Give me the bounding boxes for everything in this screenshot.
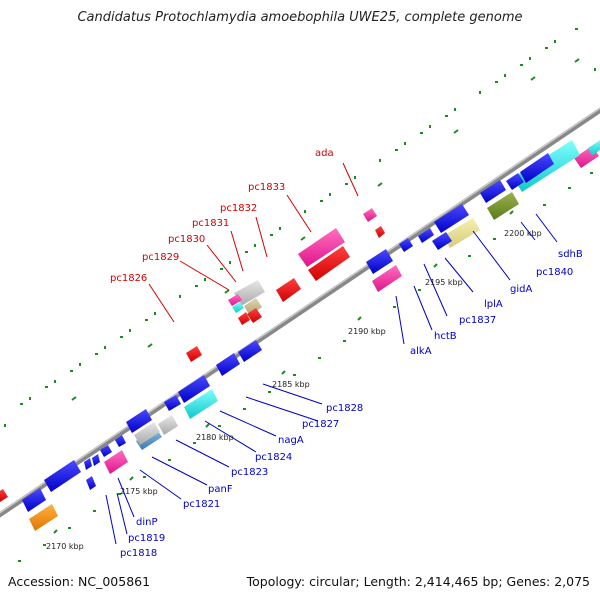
- gene-pc1836: [434, 204, 469, 233]
- gene-pc1837: [432, 232, 452, 250]
- gene-hctB-b: [399, 238, 413, 252]
- gene-label-pc1827: pc1827: [302, 419, 339, 430]
- gene-label-pc1819: pc1819: [128, 533, 165, 544]
- inner-tick-marks: [53, 210, 514, 534]
- gene-pc1831: [234, 280, 265, 306]
- gene-alkA-b: [366, 249, 393, 274]
- gene-label-dinP: dinP: [136, 517, 158, 528]
- gene-dinP: [104, 450, 128, 474]
- gene-nagA: [184, 389, 218, 419]
- forward-leaders: [148, 162, 359, 323]
- gene-sdhB-b: [588, 140, 600, 156]
- tick-label-2170: 2170 kbp: [46, 542, 84, 551]
- gene-label-ada: ada: [315, 148, 334, 159]
- scale-labels: 2170 kbp 2175 kbp 2180 kbp 2185 kbp 2190…: [46, 229, 542, 551]
- gene-pc1826: [186, 346, 202, 362]
- gene-pc1833: [298, 228, 345, 267]
- gene-pc1834: [375, 226, 385, 238]
- gene-orange: [29, 504, 58, 531]
- accession-text: Accession: NC_005861: [8, 574, 151, 589]
- forward-gene-labels: ada pc1833 pc1832 pc1831 pc1830 pc1829 p…: [110, 148, 334, 284]
- gene-dinP-b: [100, 445, 112, 457]
- outer-dot-ring: [4, 28, 596, 427]
- gene-label-pc1833: pc1833: [248, 182, 285, 193]
- gene-label-sdhB: sdhB: [558, 249, 583, 260]
- gene-panF: [126, 409, 152, 433]
- gene-label-hctB: hctB: [434, 331, 457, 342]
- gene-label-alkA: alkA: [410, 346, 432, 357]
- gene-label-pc1818: pc1818: [120, 548, 157, 559]
- gene-hctB: [418, 228, 434, 243]
- gene-label-pc1824: pc1824: [255, 452, 292, 463]
- tick-label-2175: 2175 kbp: [120, 487, 158, 496]
- reverse-strand-genes: [22, 140, 600, 531]
- gene-pc1827: [178, 375, 210, 403]
- tick-label-2190: 2190 kbp: [348, 327, 386, 336]
- gene-pc1823: [158, 415, 178, 435]
- gene-gidA: [487, 192, 519, 220]
- gene-pc1821: [134, 422, 160, 445]
- gene-label-pc1828: pc1828: [326, 403, 363, 414]
- tick-label-2195: 2195 kbp: [425, 278, 463, 287]
- gene-label-nagA: nagA: [278, 435, 304, 446]
- gene-lplA: [443, 218, 480, 248]
- gene-pc1828: [238, 340, 262, 362]
- gene-pc1819-b: [92, 454, 100, 466]
- gene-ada: [363, 208, 377, 222]
- genome-backbone: [0, 107, 600, 518]
- gene-label-pc1830: pc1830: [168, 234, 205, 245]
- gene-label-pc1829: pc1829: [142, 252, 179, 263]
- gene-label-pc1840: pc1840: [536, 267, 573, 278]
- gene-label-pc1823: pc1823: [231, 467, 268, 478]
- forward-strand-genes: [0, 208, 385, 502]
- gene-alkA: [372, 265, 402, 292]
- gene-label-pc1826: pc1826: [110, 273, 147, 284]
- gene-pc1839: [506, 173, 524, 190]
- gene-pc1830: [244, 298, 262, 316]
- gene-label-pc1821: pc1821: [183, 499, 220, 510]
- gene-pc1819-a: [84, 458, 92, 470]
- gene-pc1829-c: [247, 308, 262, 323]
- gene-pc1833b: [308, 246, 350, 281]
- gene-pc1817r: [22, 488, 46, 512]
- gene-pc1818-b: [86, 476, 96, 490]
- tick-label-2180: 2180 kbp: [196, 433, 234, 442]
- gene-pc1832: [276, 278, 301, 302]
- gene-label-pc1831: pc1831: [192, 218, 229, 229]
- reverse-gene-labels: sdhB pc1840 gidA lplA pc1837 hctB alkA p…: [120, 249, 583, 559]
- genome-backbone-highlight: [0, 107, 600, 514]
- gene-label-gidA: gidA: [510, 284, 532, 295]
- gene-label-pc1832: pc1832: [220, 203, 257, 214]
- map-title: Candidatus Protochlamydia amoebophila UW…: [77, 10, 523, 25]
- outer-tick-marks: [71, 58, 580, 401]
- gene-pc1828f: [238, 312, 250, 325]
- tick-label-2200: 2200 kbp: [504, 229, 542, 238]
- gene-pc1824: [164, 395, 181, 411]
- gene-label-lplA: lplA: [484, 299, 503, 310]
- gene-pc1829-b: [232, 302, 244, 313]
- gene-pc1828b: [216, 353, 240, 376]
- gene-label-panF: panF: [208, 484, 233, 495]
- gene-pc1822: [115, 435, 126, 447]
- reverse-leaders: [105, 213, 558, 545]
- gene-pc1818-a: [44, 460, 81, 492]
- topology-text: Topology: circular; Length: 2,414,465 bp…: [246, 574, 590, 589]
- tick-label-2185: 2185 kbp: [272, 380, 310, 389]
- gene-pc1840b: [520, 153, 554, 183]
- gene-label-pc1837: pc1837: [459, 315, 496, 326]
- gene-pc1829-a: [228, 294, 242, 306]
- gene-gidA-b: [480, 180, 506, 203]
- gene-pc1817: [0, 489, 8, 502]
- inner-dot-ring: [18, 172, 593, 562]
